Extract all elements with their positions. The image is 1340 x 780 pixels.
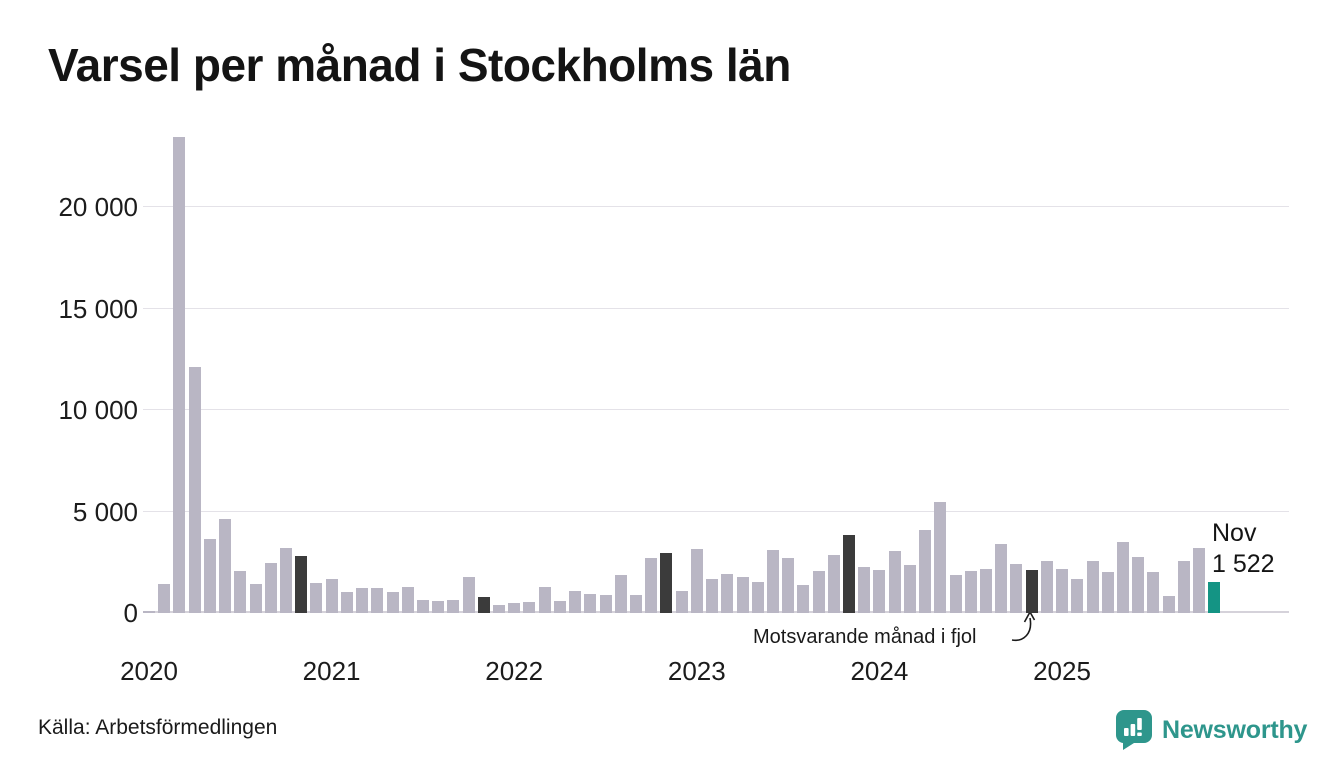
bar-2023-02 bbox=[706, 578, 718, 613]
bar-2024-05 bbox=[934, 502, 947, 613]
bar-2025-08 bbox=[1162, 595, 1175, 613]
y-tick-label-5000: 5 000 bbox=[72, 496, 138, 527]
bar-2022-11 bbox=[660, 553, 673, 613]
bar-2024-06 bbox=[949, 575, 962, 613]
current-month-annotation: Nov 1 522 bbox=[1212, 518, 1275, 580]
bar-2025-02 bbox=[1071, 578, 1084, 613]
bar-2022-03 bbox=[538, 587, 551, 613]
bar-2022-10 bbox=[645, 558, 658, 613]
bar-2025-05 bbox=[1116, 541, 1129, 613]
bar-2023-05 bbox=[751, 581, 764, 613]
bar-2023-01 bbox=[690, 549, 703, 613]
y-tick-label-15000: 15 000 bbox=[58, 293, 138, 324]
x-year-label-2021: 2021 bbox=[302, 656, 361, 686]
bar-2020-06 bbox=[219, 518, 232, 613]
x-year-label-2025: 2025 bbox=[1033, 656, 1091, 686]
y-tick-label-0: 0 bbox=[123, 598, 138, 628]
bar-2020-03 bbox=[173, 137, 186, 613]
bar-2021-08 bbox=[432, 601, 445, 613]
bar-2022-09 bbox=[629, 594, 642, 613]
bar-2023-08 bbox=[797, 585, 810, 613]
bar-2022-04 bbox=[553, 601, 566, 613]
bar-2021-06 bbox=[401, 587, 414, 613]
x-year-label-2023: 2023 bbox=[667, 656, 726, 686]
bar-2022-12 bbox=[675, 591, 688, 613]
bar-2021-11 bbox=[477, 597, 490, 613]
current-month-value: 1 522 bbox=[1212, 550, 1275, 578]
bar-2024-03 bbox=[903, 565, 916, 613]
bar-2022-01 bbox=[508, 603, 521, 613]
x-year-label-2022: 2022 bbox=[485, 656, 544, 686]
bar-2020-01 bbox=[143, 611, 155, 613]
bar-2025-01 bbox=[1056, 568, 1068, 613]
bar-2025-04 bbox=[1101, 572, 1114, 613]
bar-2022-02 bbox=[523, 602, 536, 613]
gridline-10000 bbox=[143, 409, 1289, 410]
bar-2020-09 bbox=[264, 563, 277, 613]
bar-2023-10 bbox=[827, 554, 840, 613]
bar-2021-12 bbox=[493, 604, 505, 613]
bar-2022-08 bbox=[614, 575, 627, 613]
bar-2024-09 bbox=[995, 544, 1008, 613]
bar-2024-11 bbox=[1025, 570, 1038, 613]
bar-2024-08 bbox=[979, 568, 992, 613]
gridline-15000 bbox=[143, 307, 1289, 309]
y-tick-label-10000: 10 000 bbox=[58, 395, 138, 425]
bar-2020-07 bbox=[234, 571, 247, 613]
bar-2023-03 bbox=[721, 574, 734, 613]
x-year-label-2020: 2020 bbox=[120, 656, 178, 686]
bar-2020-10 bbox=[280, 548, 292, 613]
bar-2021-09 bbox=[447, 600, 460, 613]
bar-2021-02 bbox=[340, 592, 353, 613]
bar-2021-04 bbox=[371, 588, 384, 613]
newsworthy-logo-icon bbox=[1116, 710, 1152, 750]
bar-2021-01 bbox=[325, 578, 338, 613]
bar-2023-11 bbox=[843, 535, 855, 613]
bar-2024-02 bbox=[888, 551, 901, 613]
bar-2025-11 bbox=[1208, 582, 1221, 613]
source-caption: Källa: Arbetsförmedlingen bbox=[38, 716, 278, 739]
annotation-arrow-icon bbox=[1011, 610, 1036, 642]
chart-title: Varsel per månad i Stockholms län bbox=[48, 39, 791, 91]
last-year-annotation: Motsvarande månad i fjol bbox=[753, 626, 977, 648]
bar-2022-06 bbox=[584, 593, 597, 613]
bar-2023-07 bbox=[782, 558, 795, 613]
bar-2023-04 bbox=[736, 577, 749, 613]
current-month-label: Nov bbox=[1212, 519, 1257, 547]
bar-2025-07 bbox=[1147, 572, 1160, 613]
bar-2021-03 bbox=[356, 588, 368, 613]
bar-2024-12 bbox=[1040, 561, 1053, 613]
bar-2025-06 bbox=[1132, 557, 1145, 613]
bar-2023-06 bbox=[766, 550, 779, 613]
bar-2025-10 bbox=[1193, 548, 1205, 613]
bar-2021-10 bbox=[462, 577, 475, 613]
bar-2023-12 bbox=[858, 566, 871, 613]
bar-2023-09 bbox=[812, 571, 825, 613]
bar-2020-11 bbox=[295, 556, 308, 613]
bar-2020-05 bbox=[203, 538, 216, 613]
bar-2020-08 bbox=[249, 584, 262, 613]
brand-name: Newsworthy bbox=[1162, 715, 1308, 744]
gridline-20000 bbox=[143, 206, 1289, 207]
bar-2020-02 bbox=[158, 583, 171, 613]
bar-2020-12 bbox=[310, 582, 323, 613]
bar-2021-07 bbox=[416, 600, 429, 613]
bar-2021-05 bbox=[386, 592, 399, 613]
x-year-label-2024: 2024 bbox=[850, 656, 909, 686]
bar-2025-09 bbox=[1177, 561, 1190, 613]
bar-2022-05 bbox=[569, 591, 582, 613]
bar-2022-07 bbox=[599, 594, 612, 613]
gridline-5000 bbox=[143, 510, 1289, 512]
y-tick-label-20000: 20 000 bbox=[58, 192, 138, 222]
bar-2024-01 bbox=[873, 570, 886, 613]
bar-2020-04 bbox=[188, 367, 201, 613]
newsworthy-brand: Newsworthy bbox=[1116, 710, 1307, 750]
bar-chart-plot-area: 0 5 000 10 000 15 000 20 000 2020 2021 2022 2023… bbox=[58, 129, 1293, 686]
bar-2024-10 bbox=[1010, 564, 1023, 613]
bar-2024-04 bbox=[919, 530, 932, 613]
bar-2025-03 bbox=[1086, 561, 1099, 613]
bar-2024-07 bbox=[964, 571, 977, 613]
